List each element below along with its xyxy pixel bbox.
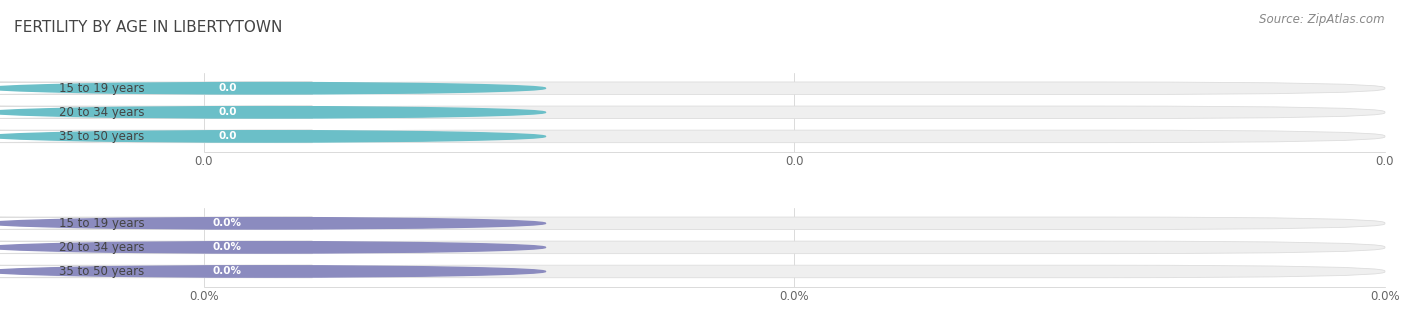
Circle shape bbox=[0, 131, 546, 142]
FancyBboxPatch shape bbox=[49, 107, 406, 118]
Circle shape bbox=[0, 107, 546, 118]
FancyBboxPatch shape bbox=[0, 217, 312, 230]
Text: 15 to 19 years: 15 to 19 years bbox=[59, 217, 145, 230]
Text: FERTILITY BY AGE IN LIBERTYTOWN: FERTILITY BY AGE IN LIBERTYTOWN bbox=[14, 20, 283, 35]
Text: 35 to 50 years: 35 to 50 years bbox=[59, 130, 143, 143]
Text: 0.0%: 0.0% bbox=[212, 266, 242, 277]
Circle shape bbox=[0, 82, 546, 94]
FancyBboxPatch shape bbox=[0, 82, 312, 94]
Text: 20 to 34 years: 20 to 34 years bbox=[59, 106, 143, 119]
FancyBboxPatch shape bbox=[0, 265, 312, 278]
Text: 0.0: 0.0 bbox=[218, 83, 236, 93]
Circle shape bbox=[0, 217, 546, 229]
Text: 0.0: 0.0 bbox=[218, 131, 236, 141]
FancyBboxPatch shape bbox=[49, 83, 406, 94]
FancyBboxPatch shape bbox=[49, 218, 406, 229]
FancyBboxPatch shape bbox=[204, 82, 1385, 94]
FancyBboxPatch shape bbox=[49, 131, 406, 142]
FancyBboxPatch shape bbox=[204, 265, 1385, 278]
FancyBboxPatch shape bbox=[204, 130, 1385, 143]
FancyBboxPatch shape bbox=[49, 266, 406, 277]
Text: 15 to 19 years: 15 to 19 years bbox=[59, 82, 145, 95]
FancyBboxPatch shape bbox=[0, 130, 312, 143]
Circle shape bbox=[0, 242, 546, 253]
FancyBboxPatch shape bbox=[0, 106, 312, 118]
Text: 0.0: 0.0 bbox=[218, 107, 236, 117]
Text: 0.0%: 0.0% bbox=[212, 242, 242, 252]
FancyBboxPatch shape bbox=[204, 241, 1385, 254]
Text: 35 to 50 years: 35 to 50 years bbox=[59, 265, 143, 278]
FancyBboxPatch shape bbox=[204, 217, 1385, 230]
Circle shape bbox=[0, 266, 546, 277]
Text: 0.0%: 0.0% bbox=[212, 218, 242, 228]
Text: 20 to 34 years: 20 to 34 years bbox=[59, 241, 143, 254]
FancyBboxPatch shape bbox=[49, 242, 406, 253]
FancyBboxPatch shape bbox=[0, 241, 312, 254]
Text: Source: ZipAtlas.com: Source: ZipAtlas.com bbox=[1260, 13, 1385, 26]
FancyBboxPatch shape bbox=[204, 106, 1385, 118]
